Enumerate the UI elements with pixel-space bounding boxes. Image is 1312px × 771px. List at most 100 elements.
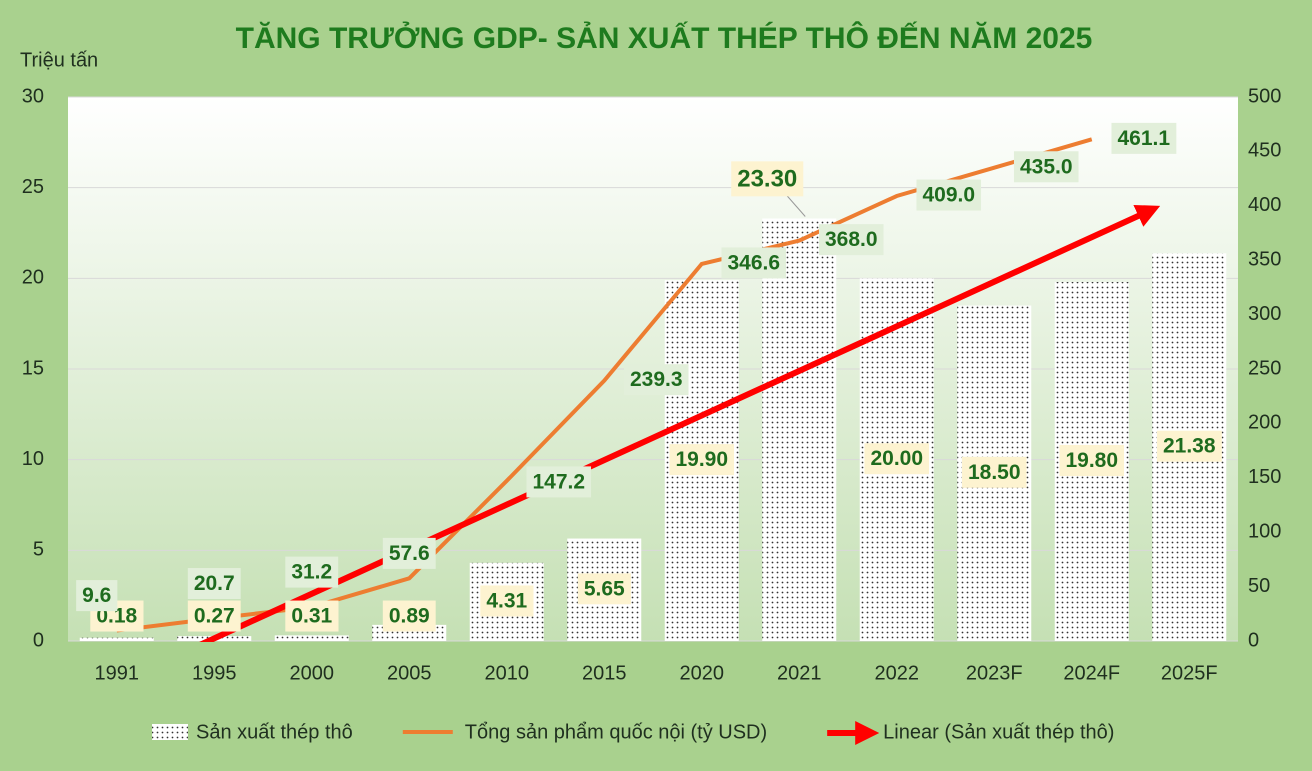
x-tick-label: 2025F	[1161, 662, 1218, 684]
legend-swatch	[152, 724, 188, 740]
data-label-text: 0.27	[194, 605, 235, 628]
data-label: 21.38	[1156, 430, 1222, 462]
y-tick-label: 20	[22, 267, 44, 289]
y-tick-label: 0	[33, 629, 44, 651]
data-label-box	[669, 444, 735, 476]
data-label: 57.6	[382, 537, 436, 569]
data-label: 346.6	[721, 247, 787, 279]
data-label-box	[623, 364, 689, 396]
data-label: 461.1	[1111, 122, 1177, 154]
x-tick-label: 1991	[95, 662, 140, 684]
data-label: 0.89	[382, 600, 436, 632]
data-label: 23.30	[731, 161, 804, 197]
legend-label: Sản xuất thép thô	[196, 721, 353, 743]
x-tick-label: 2015	[582, 662, 627, 684]
data-label: 147.2	[526, 466, 592, 498]
data-label-text: 0.31	[291, 605, 332, 628]
data-label-box	[285, 600, 339, 632]
data-label: 20.00	[864, 443, 930, 475]
data-label-text: 21.38	[1163, 435, 1216, 458]
data-label-text: 19.90	[675, 448, 728, 471]
data-label-text: 461.1	[1117, 127, 1170, 150]
x-tick-label: 2020	[680, 662, 725, 684]
data-label-box	[961, 456, 1027, 488]
y2-tick-label: 100	[1248, 520, 1281, 542]
y2-tick-label: 50	[1248, 575, 1270, 597]
legend-label: Linear (Sản xuất thép thô)	[883, 721, 1114, 743]
data-label-box	[1059, 445, 1125, 477]
x-tick-label: 2024F	[1063, 662, 1120, 684]
leader-line	[786, 195, 806, 217]
data-label-box	[382, 600, 436, 632]
data-label-box	[526, 466, 592, 498]
data-label: 0.27	[187, 600, 241, 632]
x-tick-label: 2022	[875, 662, 920, 684]
data-label: 31.2	[285, 556, 339, 588]
data-label-text: 147.2	[532, 470, 585, 493]
y2-tick-label: 500	[1248, 85, 1281, 107]
data-label-text: 31.2	[291, 561, 332, 584]
data-label: 435.0	[1013, 151, 1079, 183]
y-axis-title: Triệu tấn	[20, 49, 98, 71]
y-tick-label: 10	[22, 448, 44, 470]
x-tick-label: 2000	[290, 662, 335, 684]
bar	[762, 218, 837, 641]
data-label-box	[285, 556, 339, 588]
y2-tick-label: 350	[1248, 248, 1281, 270]
y2-tick-label: 300	[1248, 303, 1281, 325]
x-tick-label: 2005	[387, 662, 432, 684]
data-label-box	[1156, 430, 1222, 462]
y2-tick-label: 0	[1248, 629, 1259, 651]
data-label-text: 239.3	[630, 368, 683, 391]
y2-tick-label: 200	[1248, 412, 1281, 434]
data-label-box	[76, 580, 118, 612]
data-label-box	[721, 247, 787, 279]
data-label: 19.80	[1059, 445, 1125, 477]
data-label: 4.31	[480, 585, 534, 617]
data-label-text: 20.7	[194, 572, 235, 595]
data-label-text: 19.80	[1065, 449, 1118, 472]
data-label-box	[382, 537, 436, 569]
data-label-box	[577, 573, 632, 605]
data-label-box	[916, 179, 982, 211]
bar	[274, 635, 349, 641]
data-label-text: 0.89	[389, 605, 430, 628]
data-label-box	[731, 161, 804, 197]
data-label-text: 20.00	[870, 447, 923, 470]
y-tick-label: 30	[22, 85, 44, 107]
x-tick-label: 2021	[777, 662, 822, 684]
data-label-box	[187, 568, 241, 600]
data-label-text: 368.0	[825, 228, 878, 251]
chart-title: TĂNG TRƯỞNG GDP- SẢN XUẤT THÉP THÔ ĐẾN N…	[236, 21, 1093, 55]
data-label-text: 4.31	[486, 589, 527, 612]
data-label-box	[1111, 122, 1177, 154]
data-label: 20.7	[187, 568, 241, 600]
data-label-box	[864, 443, 930, 475]
y-tick-label: 15	[22, 357, 44, 379]
data-label-text: 409.0	[922, 184, 975, 207]
data-label: 0.31	[285, 600, 339, 632]
y-tick-label: 25	[22, 176, 44, 198]
data-label: 9.6	[76, 580, 118, 612]
y2-tick-label: 150	[1248, 466, 1281, 488]
data-label-box	[818, 224, 884, 256]
legend-label: Tổng sản phẩm quốc nội (tỷ USD)	[465, 721, 767, 743]
data-label-box	[187, 600, 241, 632]
data-label-text: 18.50	[968, 461, 1021, 484]
y2-tick-label: 450	[1248, 140, 1281, 162]
data-label: 409.0	[916, 179, 982, 211]
data-label-text: 57.6	[389, 542, 430, 565]
data-label-text: 435.0	[1020, 155, 1073, 178]
y-tick-label: 5	[33, 539, 44, 561]
data-label: 368.0	[818, 224, 884, 256]
x-tick-label: 2010	[485, 662, 530, 684]
data-label: 5.65	[577, 573, 632, 605]
data-label: 18.50	[961, 456, 1027, 488]
bar	[79, 637, 154, 641]
data-label: 239.3	[623, 364, 689, 396]
data-label-box	[1013, 151, 1079, 183]
y2-tick-label: 250	[1248, 357, 1281, 379]
data-label: 19.90	[669, 444, 735, 476]
x-tick-label: 1995	[192, 662, 237, 684]
